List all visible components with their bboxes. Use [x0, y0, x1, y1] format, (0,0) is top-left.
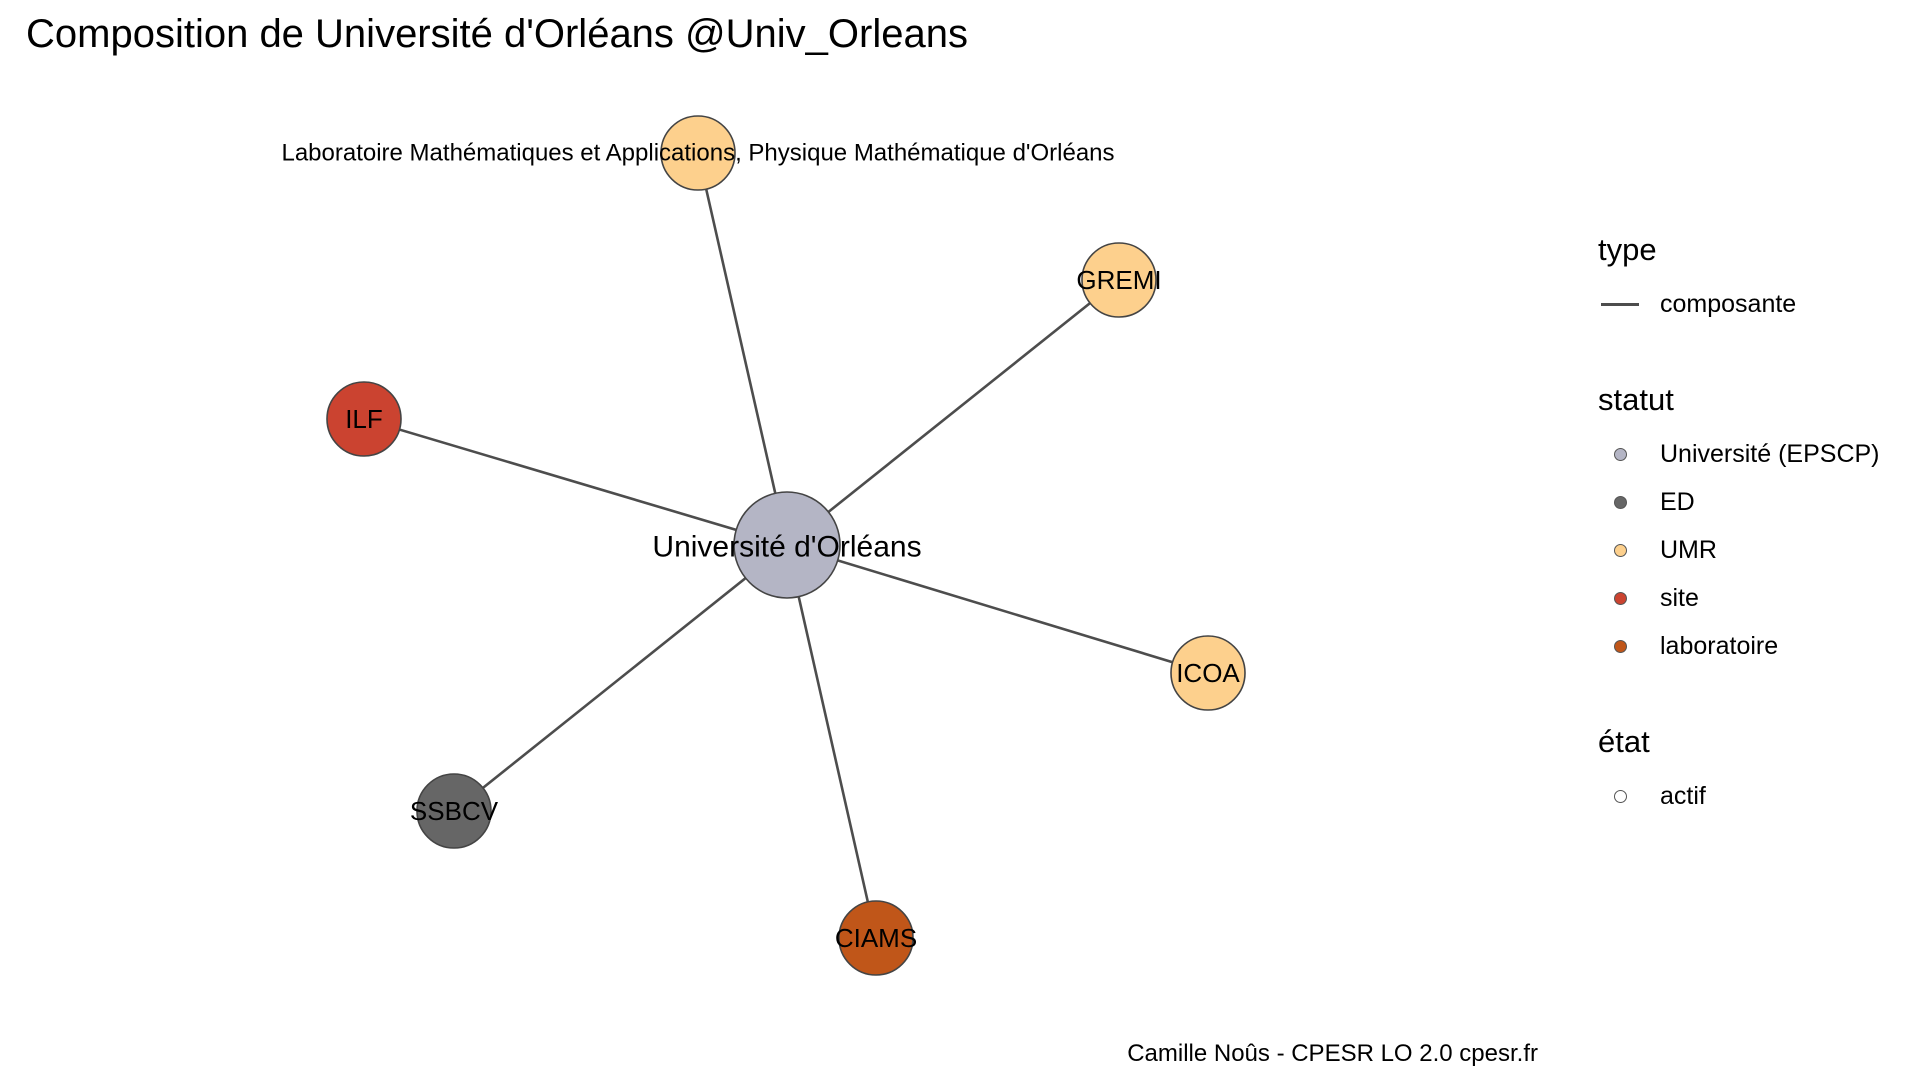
legend-dot-site	[1598, 574, 1640, 622]
legend-dot-actif	[1598, 772, 1640, 820]
node-ciams	[838, 900, 914, 976]
legend-type-title: type	[1598, 232, 1657, 267]
caption: Camille Noûs - CPESR LO 2.0 cpesr.fr	[1127, 1040, 1538, 1067]
node-universite-orleans	[733, 491, 841, 599]
legend-dot-universite	[1598, 430, 1640, 478]
legend-label-composante: composante	[1660, 290, 1797, 318]
edge-ciams	[785, 544, 878, 939]
legend-item-composante: composante	[1598, 280, 1908, 328]
node-label-lmapmo: Laboratoire Mathématiques et Application…	[281, 140, 1114, 167]
node-label-universite-orleans: Université d'Orléans	[652, 531, 921, 564]
edge-gremi	[786, 278, 1120, 547]
legend-item-site: site	[1598, 574, 1908, 622]
edge-ssbcv	[453, 543, 788, 813]
node-gremi	[1081, 242, 1157, 318]
diagram-title: Composition de Université d'Orléans @Uni…	[26, 12, 968, 56]
legend-label-site: site	[1660, 584, 1699, 612]
node-label-ciams: CIAMS	[835, 923, 917, 953]
legend-label-ed: ED	[1660, 488, 1695, 516]
legend-etat-title: état	[1598, 724, 1650, 759]
legend-statut-title: statut	[1598, 382, 1674, 417]
edge-ilf	[363, 417, 788, 547]
node-icoa	[1170, 635, 1246, 711]
legend-label-universite: Université (EPSCP)	[1660, 440, 1880, 468]
legend-label-umr: UMR	[1660, 536, 1717, 564]
legend-dot-umr	[1598, 526, 1640, 574]
node-label-ilf: ILF	[345, 404, 383, 434]
legend-item-ed: ED	[1598, 478, 1908, 526]
nodes	[326, 115, 1246, 976]
legend-item-laboratoire: laboratoire	[1598, 622, 1908, 670]
edges	[363, 152, 1209, 939]
node-labels: Université d'Orléans Laboratoire Mathéma…	[281, 140, 1240, 954]
node-label-ssbcv: SSBCV	[410, 796, 499, 826]
legend-etat: état actif	[1598, 722, 1908, 820]
node-label-gremi: GREMI	[1076, 265, 1161, 295]
edge-icoa	[786, 543, 1209, 675]
node-ilf	[326, 381, 402, 457]
legend-label-laboratoire: laboratoire	[1660, 632, 1779, 660]
node-lmapmo	[660, 115, 736, 191]
edge-lmapmo	[696, 152, 789, 546]
legend-label-actif: actif	[1660, 782, 1706, 810]
legend-item-universite: Université (EPSCP)	[1598, 430, 1908, 478]
legend-item-umr: UMR	[1598, 526, 1908, 574]
legend-type: type composante	[1598, 230, 1908, 328]
node-ssbcv	[416, 773, 492, 849]
legend-item-actif: actif	[1598, 772, 1908, 820]
node-label-icoa: ICOA	[1176, 658, 1240, 688]
legend-dot-laboratoire	[1598, 622, 1640, 670]
legend-statut: statut Université (EPSCP) ED UMR site la…	[1598, 380, 1908, 670]
legend: type composante statut Université (EPSCP…	[1598, 230, 1908, 872]
legend-line-key	[1598, 280, 1640, 328]
legend-dot-ed	[1598, 478, 1640, 526]
